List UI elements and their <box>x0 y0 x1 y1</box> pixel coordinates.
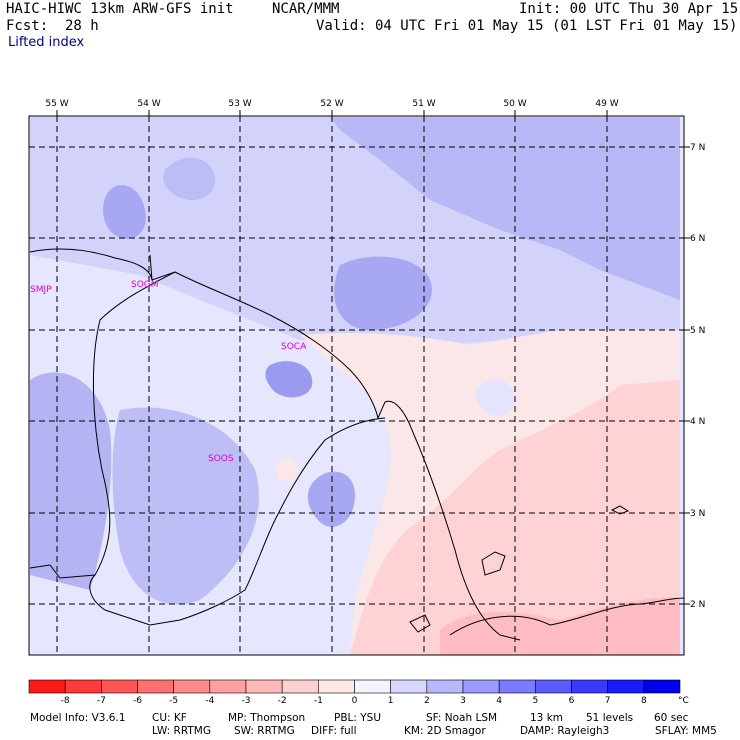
footer-sflay: SFLAY: MM5 <box>655 725 717 737</box>
graticule <box>29 116 684 655</box>
lat-label: 4 N <box>690 417 705 427</box>
model-title: HAIC-HIWC 13km ARW-GFS init <box>6 1 234 17</box>
station-labels: SMJP SOGM SOCA SOOS <box>30 280 307 464</box>
field-blue-northeast <box>330 117 680 300</box>
field-name: Lifted index <box>8 35 85 50</box>
colorbar-swatch <box>462 679 500 694</box>
field-pink-cell <box>275 459 298 482</box>
colorbar-swatch <box>607 679 645 694</box>
colorbar-swatch <box>390 679 428 694</box>
field-blue-cell <box>475 380 515 416</box>
colorbar-tick-label: -7 <box>97 696 106 706</box>
colorbar-tick-label: 8 <box>641 696 647 706</box>
colorbar: -8 -7 -6 -5 -4 -3 -2 -1 0 1 2 3 4 5 6 7 8 °C <box>28 679 689 706</box>
footer-sf: SF: Noah LSM <box>426 712 498 724</box>
footer-cu: CU: KF <box>152 712 187 724</box>
colorbar-swatch <box>535 679 572 694</box>
lat-label: 2 N <box>690 600 705 610</box>
lon-label: 51 W <box>412 99 435 109</box>
forecast-label: Fcst: <box>6 18 49 34</box>
station-label: SMJP <box>30 285 52 295</box>
field-blue-cell <box>163 157 215 200</box>
lon-label: 53 W <box>228 99 251 109</box>
field-pink-coast <box>440 597 680 655</box>
footer-model-info: Model Info: V3.6.1 <box>30 712 126 724</box>
colorbar-swatch <box>498 679 536 694</box>
footer-levels: 51 levels <box>586 712 634 724</box>
tick-marks <box>56 110 690 605</box>
colorbar-tick-label: 5 <box>532 696 538 706</box>
field-blue-cell <box>265 361 313 398</box>
footer-resolution: 13 km <box>530 712 564 724</box>
colorbar-swatch <box>28 679 66 694</box>
field-blue-cell <box>103 185 146 239</box>
colorbar-swatch <box>101 679 138 694</box>
field-blue-cell <box>334 256 432 330</box>
footer-diff: DIFF: full <box>311 725 357 737</box>
lat-label: 6 N <box>690 234 705 244</box>
forecast-hour: 28 h <box>65 18 99 34</box>
colorbar-swatch <box>318 679 355 694</box>
colorbar-swatch <box>173 679 211 694</box>
colorbar-tick-label: -4 <box>205 696 214 706</box>
init-time: Init: 00 UTC Thu 30 Apr 15 <box>519 1 739 17</box>
colorbar-swatch <box>209 679 247 694</box>
colorbar-tick-label: 3 <box>460 696 466 706</box>
valid-time: Valid: 04 UTC Fri 01 May 15 (01 LST Fri … <box>316 18 738 34</box>
lon-label: 55 W <box>45 99 68 109</box>
colorbar-tick-label: 7 <box>605 696 611 706</box>
colorbar-tick-label: 2 <box>424 696 430 706</box>
lat-labels: 7 N 6 N 5 N 4 N 3 N 2 N <box>690 143 705 610</box>
colorbar-tick-label: -1 <box>314 696 323 706</box>
station-label: SOCA <box>281 342 307 352</box>
footer-damp: DAMP: Rayleigh3 <box>520 725 610 737</box>
colorbar-tick-label: -5 <box>169 696 178 706</box>
lon-label: 50 W <box>503 99 526 109</box>
coastline <box>29 248 685 641</box>
colorbar-swatch <box>643 679 681 694</box>
lon-labels: 55 W 54 W 53 W 52 W 51 W 50 W 49 W <box>45 99 618 109</box>
lon-label: 52 W <box>320 99 343 109</box>
colorbar-swatch <box>281 679 319 694</box>
footer-sw: SW: RRTMG <box>234 725 295 737</box>
colorbar-tick-label: 0 <box>352 696 358 706</box>
footer-pbl: PBL: YSU <box>334 712 382 724</box>
footer-mp: MP: Thompson <box>228 712 306 724</box>
colorbar-swatch <box>571 679 608 694</box>
colorbar-unit: °C <box>678 696 689 706</box>
colorbar-swatch <box>245 679 283 694</box>
footer-timestep: 60 sec <box>654 712 689 724</box>
colorbar-swatch <box>137 679 174 694</box>
colorbar-tick-label: 6 <box>569 696 575 706</box>
lat-label: 7 N <box>690 143 705 153</box>
colorbar-swatch <box>354 679 391 694</box>
map-frame <box>28 115 685 656</box>
footer-lw: LW: RRTMG <box>152 725 211 737</box>
station-label: SOOS <box>208 454 234 464</box>
colorbar-swatch <box>426 679 464 694</box>
colorbar-tick-label: 1 <box>388 696 394 706</box>
footer-km: KM: 2D Smagor <box>404 725 486 737</box>
colorbar-swatch <box>64 679 102 694</box>
field-blue-west <box>30 372 112 590</box>
colorbar-tick-label: -6 <box>133 696 142 706</box>
station-label: SOGM <box>131 280 159 290</box>
colorbar-tick-label: 4 <box>496 696 502 706</box>
colorbar-tick-label: -2 <box>278 696 287 706</box>
colorbar-tick-label: -3 <box>242 696 251 706</box>
lat-label: 3 N <box>690 509 705 519</box>
colorbar-tick-label: -8 <box>61 696 70 706</box>
lat-label: 5 N <box>690 326 705 336</box>
lon-label: 49 W <box>595 99 618 109</box>
org-label: NCAR/MMM <box>272 1 340 17</box>
lon-label: 54 W <box>137 99 160 109</box>
